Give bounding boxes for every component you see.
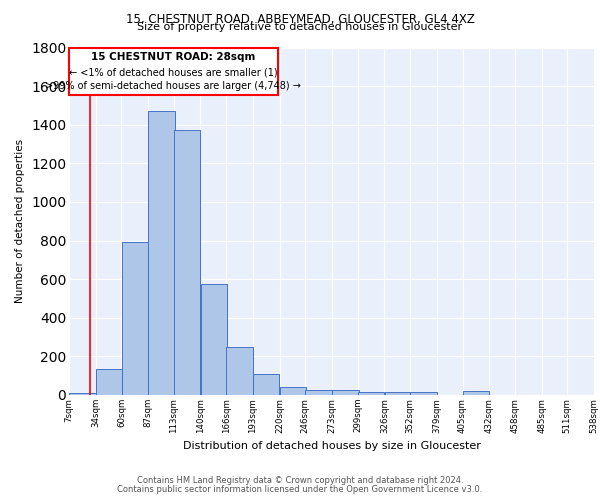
Bar [174,130,200,395]
Bar [96,369,122,395]
Bar [122,242,148,395]
Y-axis label: Number of detached properties: Number of detached properties [16,139,25,304]
Bar [358,392,384,395]
Bar [463,391,489,395]
Text: Contains HM Land Registry data © Crown copyright and database right 2024.: Contains HM Land Registry data © Crown c… [137,476,463,485]
Text: >99% of semi-detached houses are larger (4,748) →: >99% of semi-detached houses are larger … [46,82,301,92]
Bar [385,392,411,395]
Bar [253,374,280,395]
Bar [148,111,175,395]
Bar [69,393,95,395]
Bar [305,390,332,395]
Text: 15, CHESTNUT ROAD, ABBEYMEAD, GLOUCESTER, GL4 4XZ: 15, CHESTNUT ROAD, ABBEYMEAD, GLOUCESTER… [125,12,475,26]
Text: Contains public sector information licensed under the Open Government Licence v3: Contains public sector information licen… [118,485,482,494]
Text: 15 CHESTNUT ROAD: 28sqm: 15 CHESTNUT ROAD: 28sqm [91,52,256,62]
Bar [332,390,359,395]
Text: ← <1% of detached houses are smaller (1): ← <1% of detached houses are smaller (1) [69,67,278,77]
Bar [226,347,253,395]
Text: Size of property relative to detached houses in Gloucester: Size of property relative to detached ho… [137,22,463,32]
Bar [410,392,437,395]
FancyBboxPatch shape [69,48,278,95]
X-axis label: Distribution of detached houses by size in Gloucester: Distribution of detached houses by size … [182,441,481,451]
Bar [280,388,306,395]
Bar [200,284,227,395]
